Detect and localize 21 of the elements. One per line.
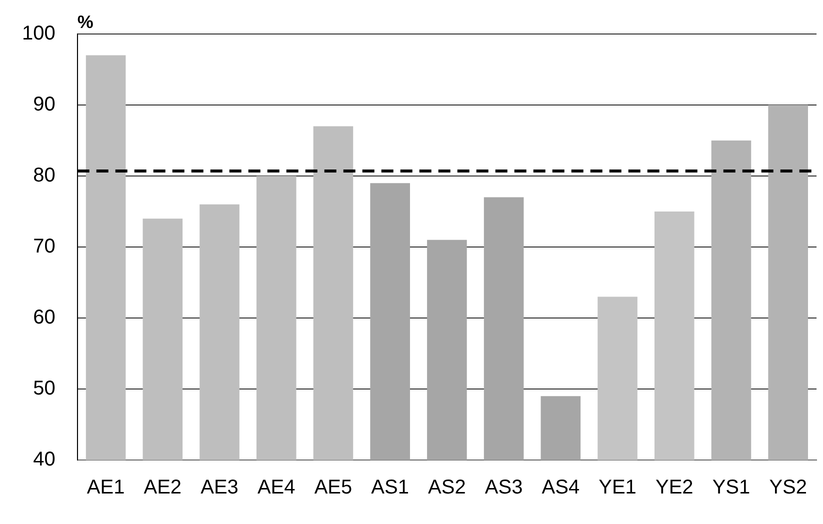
x-tick-label: AE5 xyxy=(314,476,352,499)
y-tick-label: 40 xyxy=(33,448,56,471)
x-tick-label: AS3 xyxy=(484,476,523,499)
x-tick-label: AE2 xyxy=(144,476,182,499)
x-tick-label: AS2 xyxy=(428,476,466,499)
x-tick-label: YS1 xyxy=(712,476,750,499)
y-axis-title: % xyxy=(77,12,94,32)
x-tick-label: AE1 xyxy=(86,476,125,499)
x-tick-label: AS1 xyxy=(371,476,409,499)
y-tick-label: 70 xyxy=(33,236,56,258)
x-tick-label: YS2 xyxy=(769,476,808,499)
x-tick-label: AE4 xyxy=(257,476,296,499)
x-tick-label: AE3 xyxy=(200,476,238,499)
y-tick-label: 90 xyxy=(33,94,56,116)
y-tick-label: 100 xyxy=(22,22,56,45)
y-tick-label: 80 xyxy=(33,164,56,187)
x-tick-label: YE1 xyxy=(598,476,636,499)
x-tick-label: YE2 xyxy=(655,476,694,499)
y-tick-label: 60 xyxy=(33,306,56,329)
y-tick-label: 50 xyxy=(33,378,56,400)
x-tick-label: AS4 xyxy=(542,476,580,499)
